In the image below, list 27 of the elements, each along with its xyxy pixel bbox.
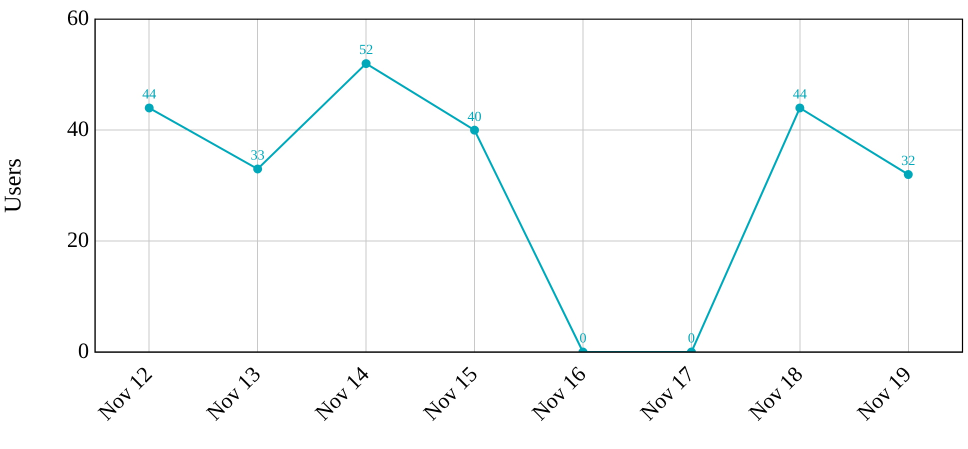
data-label: 33: [250, 148, 265, 164]
point: [470, 126, 480, 135]
point: [362, 59, 371, 68]
x-tick-label: Nov 18: [744, 361, 808, 426]
point: [904, 170, 913, 180]
data-label: 40: [468, 110, 482, 125]
x-tick-label: Nov 12: [92, 361, 157, 426]
point: [144, 103, 154, 112]
data-label: 0: [688, 332, 695, 347]
point: [795, 103, 804, 112]
x-tick-label: Nov 15: [418, 361, 482, 426]
data-label: 44: [792, 88, 807, 103]
data-label: 52: [359, 43, 374, 58]
data-label: 44: [142, 88, 156, 103]
x-tick-label: Nov 17: [635, 361, 700, 426]
data-label: 32: [901, 154, 916, 170]
point: [253, 164, 262, 174]
y-tick-label: 40: [67, 116, 89, 141]
x-tick-label: Nov 14: [310, 361, 374, 426]
y-tick-label: 0: [78, 338, 89, 363]
x-tick-label: Nov 13: [201, 361, 266, 426]
y-axis-title: Users: [0, 158, 27, 213]
y-tick-label: 60: [67, 4, 89, 30]
data-label: 0: [579, 332, 586, 347]
x-tick-label: Nov 19: [852, 361, 916, 426]
y-tick-label: 20: [67, 226, 89, 252]
x-tick-label: Nov 16: [526, 361, 591, 426]
